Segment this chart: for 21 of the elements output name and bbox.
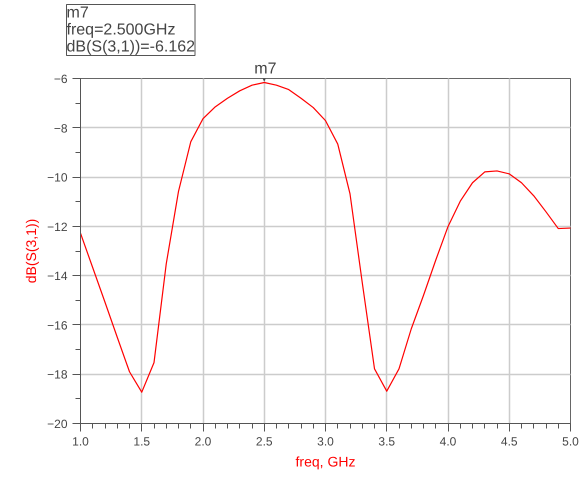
y-tick-label: −14 xyxy=(47,269,68,284)
x-tick-label: 1.0 xyxy=(72,434,90,448)
x-tick-label: 3.0 xyxy=(317,434,334,448)
y-tick-label: −12 xyxy=(47,220,68,234)
x-tick-label: 4.5 xyxy=(500,434,518,448)
x-axis-title: freq, GHz xyxy=(296,454,356,470)
x-tick-label: 3.5 xyxy=(378,434,396,448)
x-tick-label: 4.0 xyxy=(440,434,457,448)
y-tick-label: −10 xyxy=(47,170,68,185)
y-tick-label: −20 xyxy=(47,417,68,431)
line-series xyxy=(80,82,570,393)
y-axis-title: dB(S(3,1)) xyxy=(23,218,40,284)
x-tick-label: 1.5 xyxy=(133,434,150,448)
y-tick-label: −16 xyxy=(47,318,68,332)
x-tick-label: 5.0 xyxy=(562,434,580,448)
y-tick-label: −6 xyxy=(54,72,68,86)
annotation: m7 xyxy=(254,60,277,78)
y-tick-label: −18 xyxy=(47,368,68,382)
y-tick-label: −8 xyxy=(54,121,68,136)
x-tick-label: 2.5 xyxy=(256,434,273,448)
x-tick-label: 2.0 xyxy=(194,434,212,448)
